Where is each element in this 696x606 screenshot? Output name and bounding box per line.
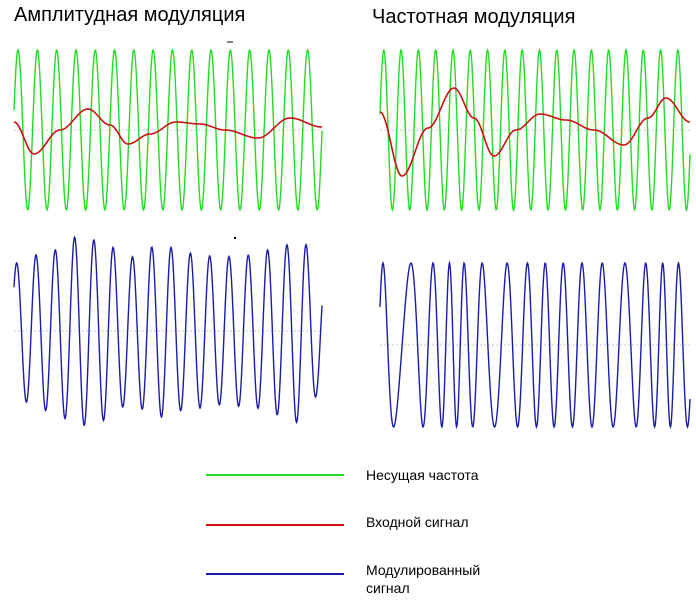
- am-modulated-wave: [13, 235, 323, 427]
- fm-modulated-wave: [379, 260, 691, 430]
- legend-input-label: Входной сигнал: [366, 514, 469, 530]
- legend-modulated-label: Модулированный сигнал: [366, 561, 526, 597]
- legend-modulated-line2: сигнал: [366, 580, 410, 596]
- fm-carrier-wave: [379, 48, 691, 212]
- stray-dot: [234, 237, 236, 239]
- legend-modulated-line1: Модулированный: [366, 562, 481, 578]
- am-input-signal-wave: [13, 108, 323, 155]
- am-panel-title: Амплитудная модуляция: [14, 4, 246, 26]
- legend-carrier-label: Несущая частота: [366, 467, 479, 483]
- fm-input-signal-wave: [379, 87, 691, 177]
- am-carrier-wave: [13, 48, 323, 212]
- fm-panel-title: Частотная модуляция: [372, 6, 576, 28]
